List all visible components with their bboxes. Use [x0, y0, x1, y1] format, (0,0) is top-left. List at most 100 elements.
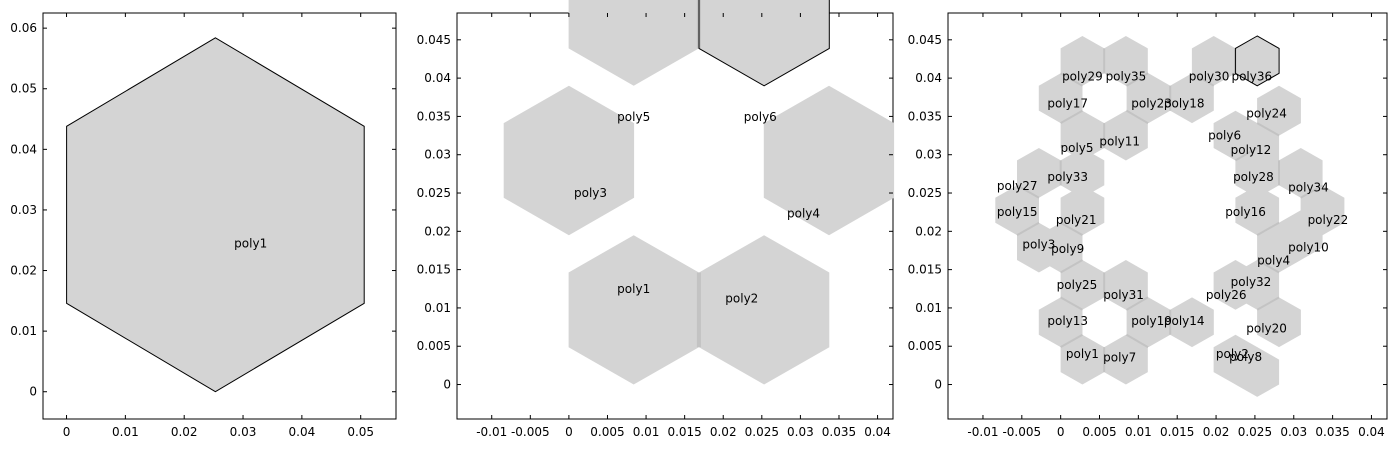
polygon-seam: [1300, 184, 1324, 199]
polygon-poly25[interactable]: [1060, 260, 1105, 310]
polygon-label: poly5: [1060, 141, 1093, 155]
polygon-label: poly3: [1022, 237, 1055, 251]
x-tick-label: 0.025: [1238, 425, 1272, 439]
subplot-1: poly10 0.01 0.02 0.03 0.04 0.0500.010.020.030…: [10, 12, 397, 439]
polygon-poly36[interactable]: [1235, 36, 1280, 86]
polygon-poly19[interactable]: [1126, 297, 1171, 348]
polygon-poly22[interactable]: [1300, 185, 1345, 236]
polygon-poly1[interactable]: [1060, 334, 1105, 385]
polygon-poly4[interactable]: [763, 85, 895, 236]
y-tick-label: 0.035: [908, 109, 942, 123]
polygon-label: poly20: [1246, 322, 1287, 336]
polygon-seam: [1125, 333, 1149, 349]
polygon-label: poly7: [1103, 351, 1136, 365]
polygon-label: poly19: [1131, 314, 1172, 328]
polygon-poly5[interactable]: [568, 0, 699, 86]
polygon-label: poly18: [1164, 96, 1205, 110]
polygon-poly13[interactable]: [1038, 297, 1083, 348]
polygon-poly14[interactable]: [1170, 297, 1214, 348]
selected-outline-poly6: [698, 0, 830, 87]
polygon-seam: [1256, 122, 1280, 137]
polygon-poly35[interactable]: [1104, 36, 1148, 86]
y-tick-label: 0.02: [424, 224, 451, 238]
polygon-seam: [1060, 72, 1083, 87]
polygon-poly11[interactable]: [1104, 110, 1148, 161]
x-tick-label: 0.03: [230, 425, 257, 439]
polygon-poly34[interactable]: [1278, 148, 1323, 198]
polygon-poly23[interactable]: [1126, 73, 1171, 124]
polygon-seam: [1125, 72, 1149, 87]
polygon-poly32[interactable]: [1235, 260, 1280, 310]
polygon-poly21[interactable]: [1060, 185, 1105, 236]
polygon-poly33[interactable]: [1060, 148, 1105, 198]
polygon-seam: [1060, 109, 1083, 124]
y-tick-label: 0.005: [908, 339, 942, 353]
y-tick-label: 0: [934, 378, 942, 392]
polygon-poly6[interactable]: [699, 0, 830, 86]
x-tick-label: 0.04: [289, 425, 316, 439]
selected-outline-poly1: [66, 37, 365, 393]
polygon-label: poly29: [1062, 70, 1103, 84]
polygon-label: poly1: [1066, 347, 1099, 361]
subplot-2: poly1 poly2 poly3 poly4 poly5 poly6 -0.01 -0.00…: [417, 0, 895, 439]
polygon-poly24[interactable]: [1257, 85, 1301, 136]
x-tick-label: 0.05: [347, 425, 374, 439]
selected-outline-poly36: [1234, 35, 1280, 87]
y-tick-label: 0.01: [424, 301, 451, 315]
polygon-label: poly3: [574, 186, 607, 200]
polygon-poly29[interactable]: [1060, 36, 1105, 86]
polygon-poly30[interactable]: [1191, 36, 1236, 86]
polygon-layer: [995, 36, 1345, 397]
polygon-label: poly1: [234, 236, 267, 250]
y-tick-label: 0.06: [10, 21, 37, 35]
polygon-poly3[interactable]: [503, 85, 635, 236]
polygon-poly17[interactable]: [1038, 73, 1083, 124]
x-tick-label: -0.01: [476, 425, 507, 439]
polygon-layer: [66, 37, 365, 392]
polygon-seam: [1060, 296, 1083, 311]
polygon-poly27[interactable]: [1017, 148, 1061, 198]
x-tick-label: 0.04: [864, 425, 891, 439]
polygon-label: poly12: [1231, 143, 1272, 157]
polygon-seam: [1191, 72, 1215, 87]
polygon-poly1[interactable]: [568, 235, 699, 385]
y-tick-label: 0.01: [10, 324, 37, 338]
polygon-label: poly15: [997, 205, 1038, 219]
axes: -0.01 -0.005 0 0.005 0.01 0.015 0.02 0.025 0.03 0…: [908, 13, 1387, 439]
polygon-poly28[interactable]: [1235, 148, 1280, 198]
polygon-seam: [1125, 296, 1149, 311]
polygon-poly16[interactable]: [1235, 185, 1280, 236]
polygon-label: poly9: [1051, 242, 1084, 256]
polygon-label: poly1: [617, 282, 650, 296]
polygon-label: poly32: [1231, 275, 1272, 289]
polygon-poly18[interactable]: [1170, 73, 1214, 124]
polygon-seam: [1234, 147, 1258, 162]
polygon-label: poly8: [1229, 350, 1262, 364]
polygon-poly2[interactable]: [699, 235, 830, 385]
polygon-label: poly33: [1047, 170, 1088, 184]
polygon-seam: [1256, 221, 1280, 236]
polygon-poly1[interactable]: [66, 37, 365, 392]
polygon-label: poly6: [744, 110, 777, 124]
polygon-label: poly35: [1106, 70, 1147, 84]
polygon-poly9[interactable]: [1038, 222, 1083, 273]
polygon-labels: poly1: [234, 236, 267, 250]
x-tick-label: 0.04: [1358, 425, 1385, 439]
polygon-label: poly13: [1047, 314, 1088, 328]
polygon-poly5[interactable]: [1060, 110, 1105, 161]
x-tick-label: 0.005: [1082, 425, 1116, 439]
y-tick-label: 0.025: [908, 186, 942, 200]
polygon-seam: [1060, 333, 1083, 349]
polygon-poly8[interactable]: [1235, 347, 1280, 397]
y-tick-label: 0.01: [915, 301, 942, 315]
x-tick-label: 0.02: [171, 425, 198, 439]
polygon-poly15[interactable]: [995, 185, 1039, 236]
y-tick-label: 0.04: [915, 71, 942, 85]
x-tick-label: 0.015: [667, 425, 701, 439]
polygon-poly31[interactable]: [1104, 260, 1148, 310]
polygon-poly20[interactable]: [1257, 297, 1301, 348]
y-tick-label: 0: [443, 378, 451, 392]
x-tick-label: 0: [63, 425, 71, 439]
y-tick-label: 0.045: [908, 33, 942, 47]
polygon-poly7[interactable]: [1104, 334, 1148, 385]
